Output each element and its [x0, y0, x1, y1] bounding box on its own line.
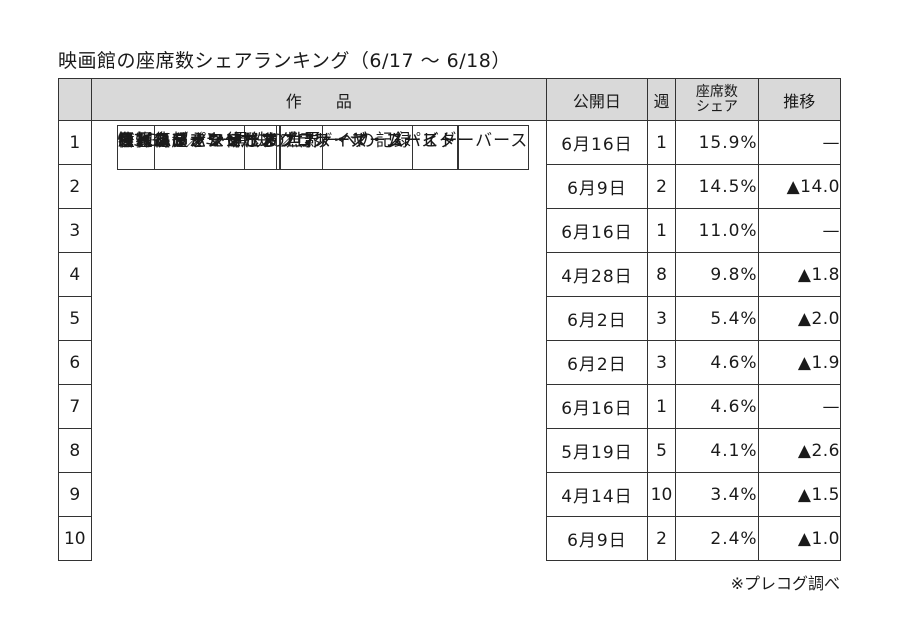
cell-week: 1 — [646, 384, 677, 429]
cell-release-date: 6月9日 — [546, 164, 648, 209]
cell-trend: ▲1.5 — [757, 472, 842, 517]
cell-release-date: 6月2日 — [546, 340, 648, 385]
cell-week: 5 — [646, 428, 677, 473]
table-row: 8 ワイルド・スピード／ファイヤーブースト 5月19日 5 4.1% ▲2.6 — [58, 124, 842, 473]
cell-rank: 1 — [58, 120, 92, 165]
header-share-line2: シェア — [695, 98, 738, 115]
cell-trend: ▲14.0 — [757, 164, 842, 209]
cell-share: 4.1% — [675, 428, 759, 473]
cell-week: 2 — [646, 516, 677, 561]
cell-trend: — — [757, 208, 842, 253]
table-row: 4 ザ・スーパーマリオブラザーズ・ムービー 4月28日 8 9.8% ▲1.8 — [58, 124, 842, 297]
cell-rank: 7 — [58, 384, 92, 429]
table-row: 2 リトル・マーメイド 6月9日 2 14.5% ▲14.0 — [58, 124, 842, 209]
cell-release-date: 4月14日 — [546, 472, 648, 517]
source-note: ※プレコグ調べ — [730, 574, 840, 593]
header-release: 公開日 — [546, 78, 648, 121]
header-title-left: 作 — [285, 91, 302, 111]
table-row: 7 忌怪島／きかいじま 6月16日 1 4.6% — — [58, 124, 842, 429]
cell-trend: ▲2.6 — [757, 428, 842, 473]
table-row: 9 名探偵コナン 黒鉄の魚影 4月14日 10 3.4% ▲1.5 — [58, 124, 842, 517]
cell-week: 1 — [646, 120, 677, 165]
cell-week: 3 — [646, 296, 677, 341]
cell-rank: 6 — [58, 340, 92, 385]
table-row: 5 怪物 6月2日 3 5.4% ▲2.0 — [58, 124, 842, 341]
cell-week: 3 — [646, 340, 677, 385]
ranking-table: 作品 公開日 週 座席数 シェア 推移 1 スパイダーマン：アクロス・ザ・スパイダ… — [58, 78, 842, 561]
cell-release-date: 6月16日 — [546, 384, 648, 429]
cell-share: 4.6% — [675, 384, 759, 429]
cell-rank: 4 — [58, 252, 92, 297]
cell-release-date: 6月16日 — [546, 208, 648, 253]
cell-trend: ▲2.0 — [757, 296, 842, 341]
cell-rank: 3 — [58, 208, 92, 253]
header-share: 座席数 シェア — [675, 78, 759, 121]
cell-share: 14.5% — [675, 164, 759, 209]
cell-rank: 2 — [58, 164, 92, 209]
cell-share: 5.4% — [675, 296, 759, 341]
cell-rank: 10 — [58, 516, 92, 561]
cell-title: M3GAN／ミーガン — [116, 124, 277, 170]
cell-share: 15.9% — [675, 120, 759, 165]
cell-trend: ▲1.9 — [757, 340, 842, 385]
header-title: 作品 — [90, 78, 548, 121]
table-row: 3 ザ・フラッシュ 6月16日 1 11.0% — — [58, 124, 842, 253]
cell-week: 10 — [646, 472, 677, 517]
cell-trend: ▲1.0 — [757, 516, 842, 561]
page-title: 映画館の座席数シェアランキング（6/17 ～ 6/18） — [58, 50, 511, 72]
cell-share: 4.6% — [675, 340, 759, 385]
cell-week: 8 — [646, 252, 677, 297]
cell-release-date: 5月19日 — [546, 428, 648, 473]
header-title-right: 品 — [335, 91, 352, 111]
cell-rank: 5 — [58, 296, 92, 341]
cell-share: 11.0% — [675, 208, 759, 253]
cell-trend: ▲1.8 — [757, 252, 842, 297]
cell-rank: 9 — [58, 472, 92, 517]
cell-release-date: 4月28日 — [546, 252, 648, 297]
cell-rank: 8 — [58, 428, 92, 473]
cell-trend: — — [757, 384, 842, 429]
cell-share: 2.4% — [675, 516, 759, 561]
cell-trend: — — [757, 120, 842, 165]
cell-release-date: 6月9日 — [546, 516, 648, 561]
table-header-row: 作品 公開日 週 座席数 シェア 推移 — [58, 78, 842, 121]
header-share-line1: 座席数 — [695, 83, 738, 100]
cell-week: 2 — [646, 164, 677, 209]
cell-share: 9.8% — [675, 252, 759, 297]
header-week: 週 — [646, 78, 677, 121]
cell-week: 1 — [646, 208, 677, 253]
cell-release-date: 6月16日 — [546, 120, 648, 165]
cell-share: 3.4% — [675, 472, 759, 517]
table-row: 10 M3GAN／ミーガン 6月9日 2 2.4% ▲1.0 — [58, 124, 842, 561]
table-row: 6 憧れを超えた侍たち 世界一への記録 6月2日 3 4.6% ▲1.9 — [58, 124, 842, 385]
header-rank — [58, 78, 92, 121]
cell-release-date: 6月2日 — [546, 296, 648, 341]
header-trend: 推移 — [757, 78, 842, 121]
